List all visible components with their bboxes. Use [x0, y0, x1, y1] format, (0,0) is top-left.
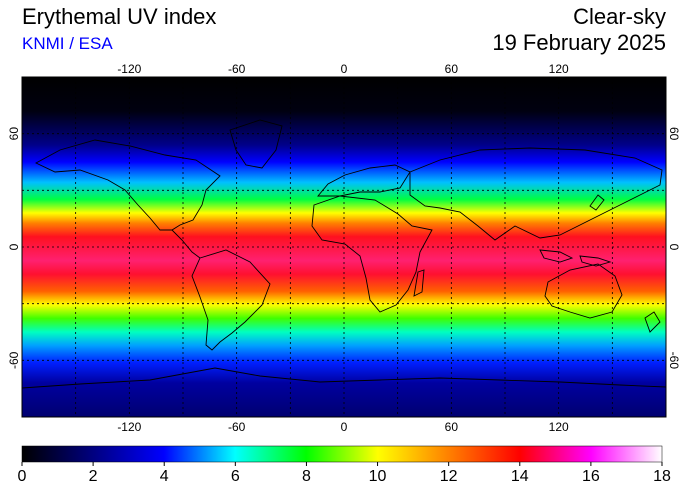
- colorbar-tick-label: 18: [653, 468, 671, 485]
- map-title: Erythemal UV index: [22, 4, 217, 29]
- coastlines: [21, 119, 667, 389]
- lon-tick-label-top: -120: [117, 62, 141, 76]
- colorbar-tick-label: 4: [160, 468, 169, 485]
- lon-tick-label-bottom: 0: [341, 420, 348, 434]
- colorbar-tick-label: 16: [582, 468, 600, 485]
- colorbar-tick-label: 14: [511, 468, 529, 485]
- lon-tick-label-top: 120: [549, 62, 569, 76]
- lat-tick-label-left: -60: [7, 351, 21, 369]
- lat-tick-label-right: 0: [667, 244, 681, 251]
- colorbar-ticks: 0 2 4 6 8 10 12 14 16 18: [18, 462, 671, 485]
- colorbar-tick-label: 12: [440, 468, 458, 485]
- lon-tick-label-bottom: 60: [445, 420, 459, 434]
- lon-tick-label-bottom: 120: [549, 420, 569, 434]
- lon-tick-label-bottom: -120: [117, 420, 141, 434]
- date-label: 19 February 2025: [492, 30, 666, 55]
- colorbar-tick-label: 8: [302, 468, 311, 485]
- lon-tick-label-top: 0: [341, 62, 348, 76]
- lon-tick-label-top: -60: [228, 62, 246, 76]
- colorbar-tick-label: 2: [89, 468, 98, 485]
- colorbar-tick-label: 0: [18, 468, 27, 485]
- lon-tick-label-top: 60: [445, 62, 459, 76]
- source-label: KNMI / ESA: [22, 34, 113, 53]
- sky-condition-label: Clear-sky: [573, 4, 666, 29]
- lat-tick-label-left: 0: [7, 243, 21, 250]
- map-tick-labels: -120 -120 -60 -60 0 0 60 60 120 120 60 60 0 0 -60 -60: [7, 62, 681, 434]
- lat-tick-label-right: 60: [667, 127, 681, 141]
- colorbar-tick-label: 10: [369, 468, 387, 485]
- colorbar-tick-label: 6: [231, 468, 240, 485]
- lon-tick-label-bottom: -60: [228, 420, 246, 434]
- colorbar-bar: [21, 445, 663, 463]
- coordinate-grid: [22, 77, 666, 417]
- lat-tick-label-left: 60: [7, 127, 21, 141]
- lat-tick-label-right: -60: [667, 352, 681, 370]
- map-frame: [21, 76, 667, 418]
